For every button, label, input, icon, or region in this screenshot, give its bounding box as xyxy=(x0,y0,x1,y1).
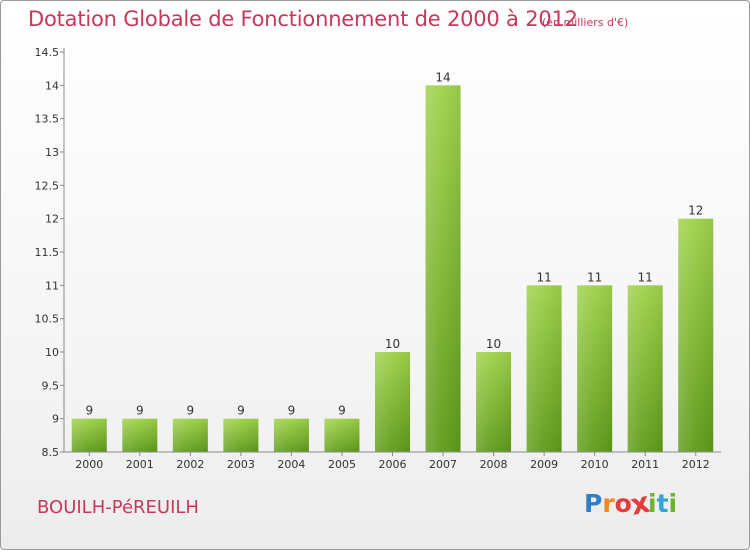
bar-shine xyxy=(678,218,714,452)
x-tick-label: 2012 xyxy=(682,458,710,471)
logo-letter: r xyxy=(602,489,615,518)
bar-shine xyxy=(375,352,410,452)
bar-shine xyxy=(223,418,259,452)
logo-letter: i xyxy=(668,489,678,518)
x-axis: 2000 2001 2002 2003 2004 2005 2006 2007 2008 2009… xyxy=(64,451,721,471)
y-tick-label: 13.5 xyxy=(35,113,60,126)
x-tick-label: 2000 xyxy=(75,458,103,471)
bar-shine xyxy=(71,418,107,452)
bar-shine xyxy=(273,418,309,452)
bar-shine xyxy=(627,285,663,452)
bar-value-label: 9 xyxy=(187,404,195,418)
bar-shine xyxy=(476,352,512,452)
x-tick-label: 2003 xyxy=(227,458,255,471)
bar-shine xyxy=(577,285,613,452)
bar-value-label: 9 xyxy=(338,404,346,418)
y-tick-label: 10 xyxy=(45,346,59,359)
bar-shine xyxy=(122,418,158,452)
bar-shine xyxy=(425,85,461,452)
bar-value-label: 11 xyxy=(536,270,551,284)
y-tick-label: 12 xyxy=(45,213,59,226)
bar-value-label: 14 xyxy=(435,70,450,84)
logo-letter: t xyxy=(656,489,669,518)
y-tick-label: 14 xyxy=(45,79,59,92)
y-tick-label: 9.5 xyxy=(42,379,60,392)
y-tick-label: 13 xyxy=(45,146,59,159)
bar-value-label: 11 xyxy=(587,270,602,284)
bar-shine xyxy=(324,418,360,452)
y-axis: 8.5 9 9.5 10 10.5 11 11.5 12 12.5 13 13.5 14 14.5 xyxy=(35,46,65,459)
x-tick-label: 2002 xyxy=(176,458,204,471)
bar-value-label: 12 xyxy=(688,204,703,218)
bar-shine xyxy=(526,285,562,452)
x-tick-label: 2007 xyxy=(429,458,457,471)
x-tick-label: 2006 xyxy=(379,458,407,471)
x-tick-label: 2011 xyxy=(631,458,659,471)
bar-value-label: 9 xyxy=(85,404,93,418)
chart-title: Dotation Globale de Fonctionnement de 20… xyxy=(28,7,578,31)
y-tick-label: 14.5 xyxy=(35,46,60,59)
commune-name: BOUILH-PéREUILH xyxy=(37,497,199,518)
logo-letter: o xyxy=(614,489,632,518)
bars: 9 9 9 9 9 9 10 14 10 11 11 11 12 xyxy=(71,70,714,452)
bar-value-label: 9 xyxy=(237,404,245,418)
bar-value-label: 10 xyxy=(385,337,400,351)
bar-value-label: 11 xyxy=(638,270,653,284)
bar-value-label: 10 xyxy=(486,337,501,351)
bar-value-label: 9 xyxy=(136,404,144,418)
y-tick-label: 11.5 xyxy=(35,246,60,259)
y-tick-label: 11 xyxy=(45,279,59,292)
bar-value-label: 9 xyxy=(288,404,296,418)
y-tick-label: 12.5 xyxy=(35,179,60,192)
x-tick-label: 2010 xyxy=(581,458,609,471)
chart-subtitle: (en milliers d'€) xyxy=(542,16,629,29)
bar-shine xyxy=(172,418,208,452)
x-tick-label: 2009 xyxy=(530,458,558,471)
logo-letter: i xyxy=(648,489,657,518)
x-tick-label: 2005 xyxy=(328,458,356,471)
proxiti-logo: Proxiti xyxy=(584,485,678,521)
x-tick-label: 2001 xyxy=(126,458,154,471)
logo-letter: P xyxy=(584,489,603,518)
y-tick-label: 9 xyxy=(52,413,59,426)
x-tick-label: 2004 xyxy=(277,458,305,471)
y-tick-label: 10.5 xyxy=(35,313,60,326)
x-tick-label: 2008 xyxy=(480,458,508,471)
y-tick-label: 8.5 xyxy=(42,446,60,459)
